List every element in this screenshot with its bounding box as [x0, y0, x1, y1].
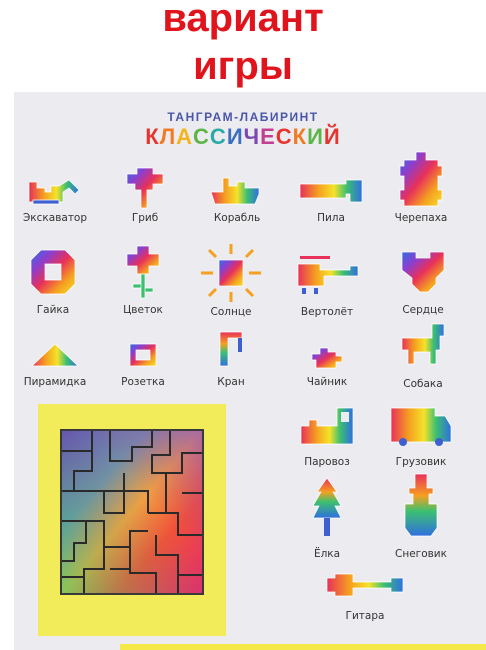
figure-heart: Сердце — [378, 248, 468, 318]
helicopter-icon — [297, 256, 359, 294]
saw-icon — [299, 179, 363, 203]
figure-label: Чайник — [306, 376, 348, 388]
banner-line-1: вариант — [162, 0, 324, 40]
socket-icon — [129, 343, 157, 367]
banner-line-2: игры — [193, 44, 293, 88]
figure-locomotive: Паровоз — [282, 406, 372, 470]
guitar-icon — [326, 573, 404, 597]
figure-socket: Розетка — [98, 342, 188, 392]
title-letter: Й — [323, 124, 341, 149]
figure-turtle: Черепаха — [376, 150, 466, 228]
excavator-icon — [28, 179, 80, 205]
figure-label: Собака — [403, 378, 443, 390]
figure-label: Гайка — [36, 304, 70, 316]
subtitle: ТАНГРАМ-ЛАБИРИНТ — [167, 110, 319, 124]
figure-label: Гитара — [345, 610, 385, 622]
figure-label: Солнце — [210, 306, 252, 318]
figure-fir-tree: Ёлка — [282, 476, 372, 564]
nut-icon — [30, 249, 76, 295]
figure-flower: Цветок — [98, 244, 188, 318]
banner: вариант игры — [0, 0, 486, 92]
figure-label: Корабль — [213, 212, 261, 224]
title-letter: С — [193, 124, 210, 149]
figure-label: Сердце — [402, 304, 444, 316]
figure-label: Паровоз — [304, 456, 350, 468]
figure-label: Снеговик — [395, 548, 447, 560]
figure-guitar: Гитара — [320, 570, 410, 626]
title-letter: С — [209, 124, 227, 149]
crane-icon — [219, 331, 243, 367]
ship-icon — [210, 177, 260, 205]
figure-dog: Собака — [378, 322, 468, 392]
title-letter: И — [307, 124, 324, 149]
puzzle-board — [38, 404, 226, 636]
title-letter: Л — [159, 124, 177, 149]
yellow-strip — [120, 644, 486, 650]
figure-helicopter: Вертолёт — [282, 254, 372, 318]
figure-crane: Кран — [186, 330, 276, 392]
figure-ship: Корабль — [192, 176, 282, 228]
locomotive-icon — [300, 407, 354, 445]
sun-icon — [201, 244, 261, 302]
figure-snowman: Снеговик — [376, 472, 466, 564]
title-letter: И — [226, 124, 244, 149]
puzzle-grid — [60, 429, 204, 595]
title-letter: К — [292, 124, 308, 149]
heart-icon — [401, 251, 445, 293]
figure-saw: Пила — [286, 178, 376, 228]
figure-label: Кран — [217, 376, 245, 388]
figure-excavator: Экскаватор — [10, 172, 100, 228]
figure-pyramid: Пирамидка — [10, 342, 100, 392]
title-letter: Ч — [243, 124, 261, 149]
teapot-icon — [311, 347, 343, 369]
figure-label: Пила — [317, 212, 345, 224]
figure-label: Экскаватор — [22, 212, 88, 224]
figure-label: Цветок — [123, 304, 163, 316]
figure-label: Пирамидка — [23, 376, 87, 388]
title-letter: С — [275, 124, 293, 149]
figure-teapot: Чайник — [282, 346, 372, 392]
figure-nut: Гайка — [8, 248, 98, 318]
turtle-icon — [399, 151, 443, 207]
fir-tree-icon — [312, 477, 342, 536]
figure-label: Грузовик — [395, 456, 447, 468]
figure-label: Вертолёт — [300, 306, 354, 318]
figure-label: Ёлка — [313, 548, 341, 560]
pyramid-icon — [31, 343, 79, 367]
page-title: КЛАССИЧЕСКИЙ — [0, 124, 486, 150]
truck-icon — [390, 407, 452, 446]
figure-mushroom: Гриб — [100, 166, 190, 228]
figure-label: Розетка — [121, 376, 165, 388]
title-letter: Е — [260, 124, 276, 149]
mushroom-icon — [126, 167, 164, 209]
title-letter: А — [176, 124, 194, 149]
figure-truck: Грузовик — [376, 404, 466, 470]
flower-icon — [126, 245, 160, 299]
figure-label: Черепаха — [394, 212, 448, 224]
figure-sun: Солнце — [186, 242, 276, 318]
dog-icon — [401, 323, 445, 365]
figure-label: Гриб — [131, 212, 159, 224]
snowman-icon — [404, 473, 438, 537]
title-letter: К — [145, 124, 160, 149]
